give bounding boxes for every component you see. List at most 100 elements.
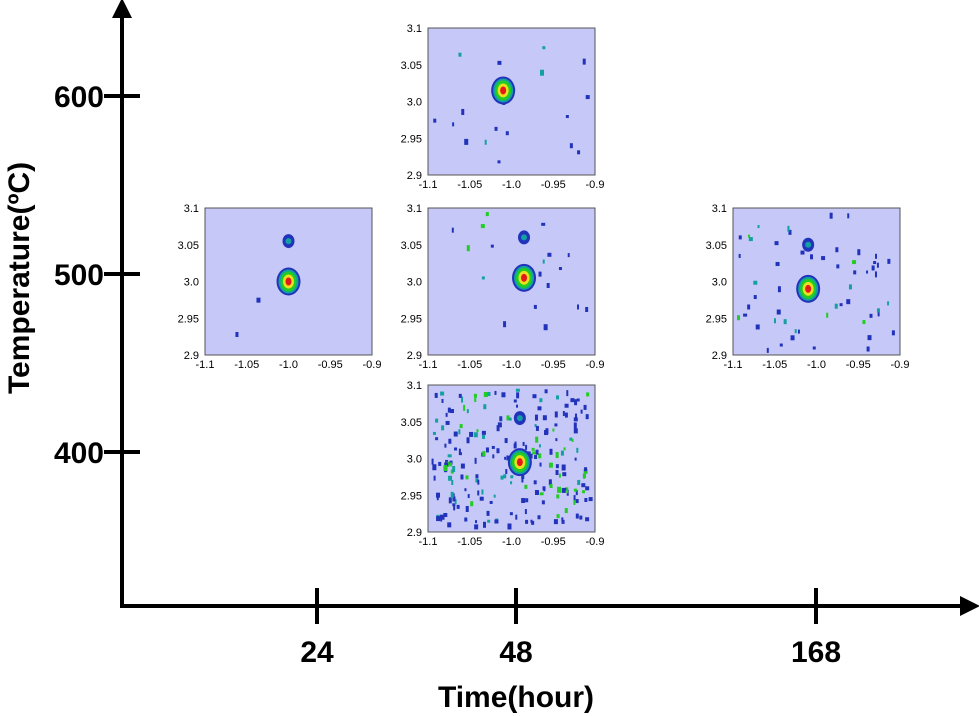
noise-pixel [585,306,589,312]
noise-pixel [564,487,567,491]
noise-pixel [558,267,562,271]
noise-pixel [821,256,826,261]
inset-x-tick-label: -1.05 [234,359,259,371]
inset-x-tick-label: -0.95 [846,359,871,371]
noise-pixel [753,280,758,285]
noise-pixel [534,424,537,428]
noise-pixel [510,481,513,485]
noise-pixel [582,490,586,494]
noise-pixel [542,259,545,264]
inset-x-tick-label: -1.0 [502,359,521,371]
noise-pixel [466,409,469,414]
noise-pixel [464,138,469,145]
inset-heatmap: 3.1 3.05 3.0 2.95 2.9-1.1 -1.05 -1.0 -0.95 -0.9 [401,380,605,548]
noise-pixel [812,346,816,350]
inset-y-tick-label: 2.9 [407,170,422,182]
inset-y-tick-label: 2.9 [184,350,199,362]
noise-pixel [508,417,512,421]
inset-x-tick-label: -1.1 [196,359,215,371]
noise-pixel [534,414,538,421]
noise-pixel [556,514,560,519]
noise-pixel [516,392,520,399]
noise-pixel [875,253,878,259]
inset-x-tick-label: -1.0 [279,359,298,371]
noise-pixel [465,475,469,480]
noise-pixel [444,462,449,467]
noise-pixel [584,467,588,472]
noise-pixel [800,250,805,255]
inset-plot-area [427,207,596,356]
noise-pixel [738,235,742,240]
noise-pixel [458,452,462,456]
noise-pixel [525,444,528,450]
inset-y-tick-label: 2.95 [401,490,422,502]
noise-pixel [788,229,792,235]
noise-pixel [747,234,750,238]
noise-pixel [757,225,760,229]
noise-pixel [482,434,486,439]
inset-x-tick-label: -1.05 [457,536,482,548]
y-tick-label: 600 [54,81,104,114]
noise-pixel [539,492,544,496]
noise-pixel [583,473,586,479]
noise-pixel [794,329,797,334]
noise-pixel [490,244,494,248]
noise-pixel [475,520,478,524]
noise-pixel [577,304,580,310]
noise-pixel [829,212,833,219]
noise-pixel [440,391,445,396]
noise-pixel [529,453,533,459]
noise-pixel [582,58,586,65]
noise-pixel [493,494,496,498]
inset-y-tick-label: 2.9 [407,527,422,539]
noise-pixel [533,304,537,309]
noise-pixel [447,407,451,413]
y-axis-title: Temperature(ºC) [3,162,36,394]
noise-pixel [432,431,436,435]
noise-pixel [433,118,437,123]
noise-pixel [435,418,439,423]
inset-x-tick-label: -1.1 [419,359,438,371]
x-axis-title: Time(hour) [438,681,594,714]
inset-y-tick-label: 3.0 [407,454,422,466]
inset-y-tick-label: 2.9 [407,350,422,362]
noise-pixel [445,420,450,425]
noise-pixel [454,447,458,451]
noise-pixel [569,437,573,441]
noise-pixel [436,495,439,501]
noise-pixel [774,241,779,246]
noise-pixel [585,95,590,100]
noise-pixel [475,478,479,483]
noise-pixel [434,392,438,398]
noise-pixel [497,160,501,164]
inset-x-tick-label: -1.05 [457,179,482,191]
noise-pixel [569,143,573,149]
noise-pixel [479,496,484,501]
noise-pixel [874,271,877,278]
noise-pixel [485,447,489,453]
noise-pixel [565,115,569,119]
noise-pixel [575,499,579,504]
noise-pixel [485,212,489,217]
noise-pixel [452,465,456,472]
noise-pixel [834,303,838,309]
noise-pixel [777,286,781,293]
noise-pixel [537,406,542,411]
noise-pixel [567,253,570,258]
noise-pixel [444,443,447,448]
noise-pixel [554,411,558,418]
noise-pixel [487,391,491,396]
noise-pixel [445,412,448,417]
x-tick-label: 24 [300,636,334,669]
noise-pixel [538,271,542,277]
noise-pixel [505,131,509,136]
noise-pixel [496,448,500,454]
noise-pixel [515,514,518,520]
noise-pixel [477,490,480,496]
noise-pixel [839,303,843,307]
noise-pixel [503,321,507,328]
noise-pixel [480,224,485,229]
noise-pixel [436,516,441,522]
noise-pixel [564,403,569,408]
